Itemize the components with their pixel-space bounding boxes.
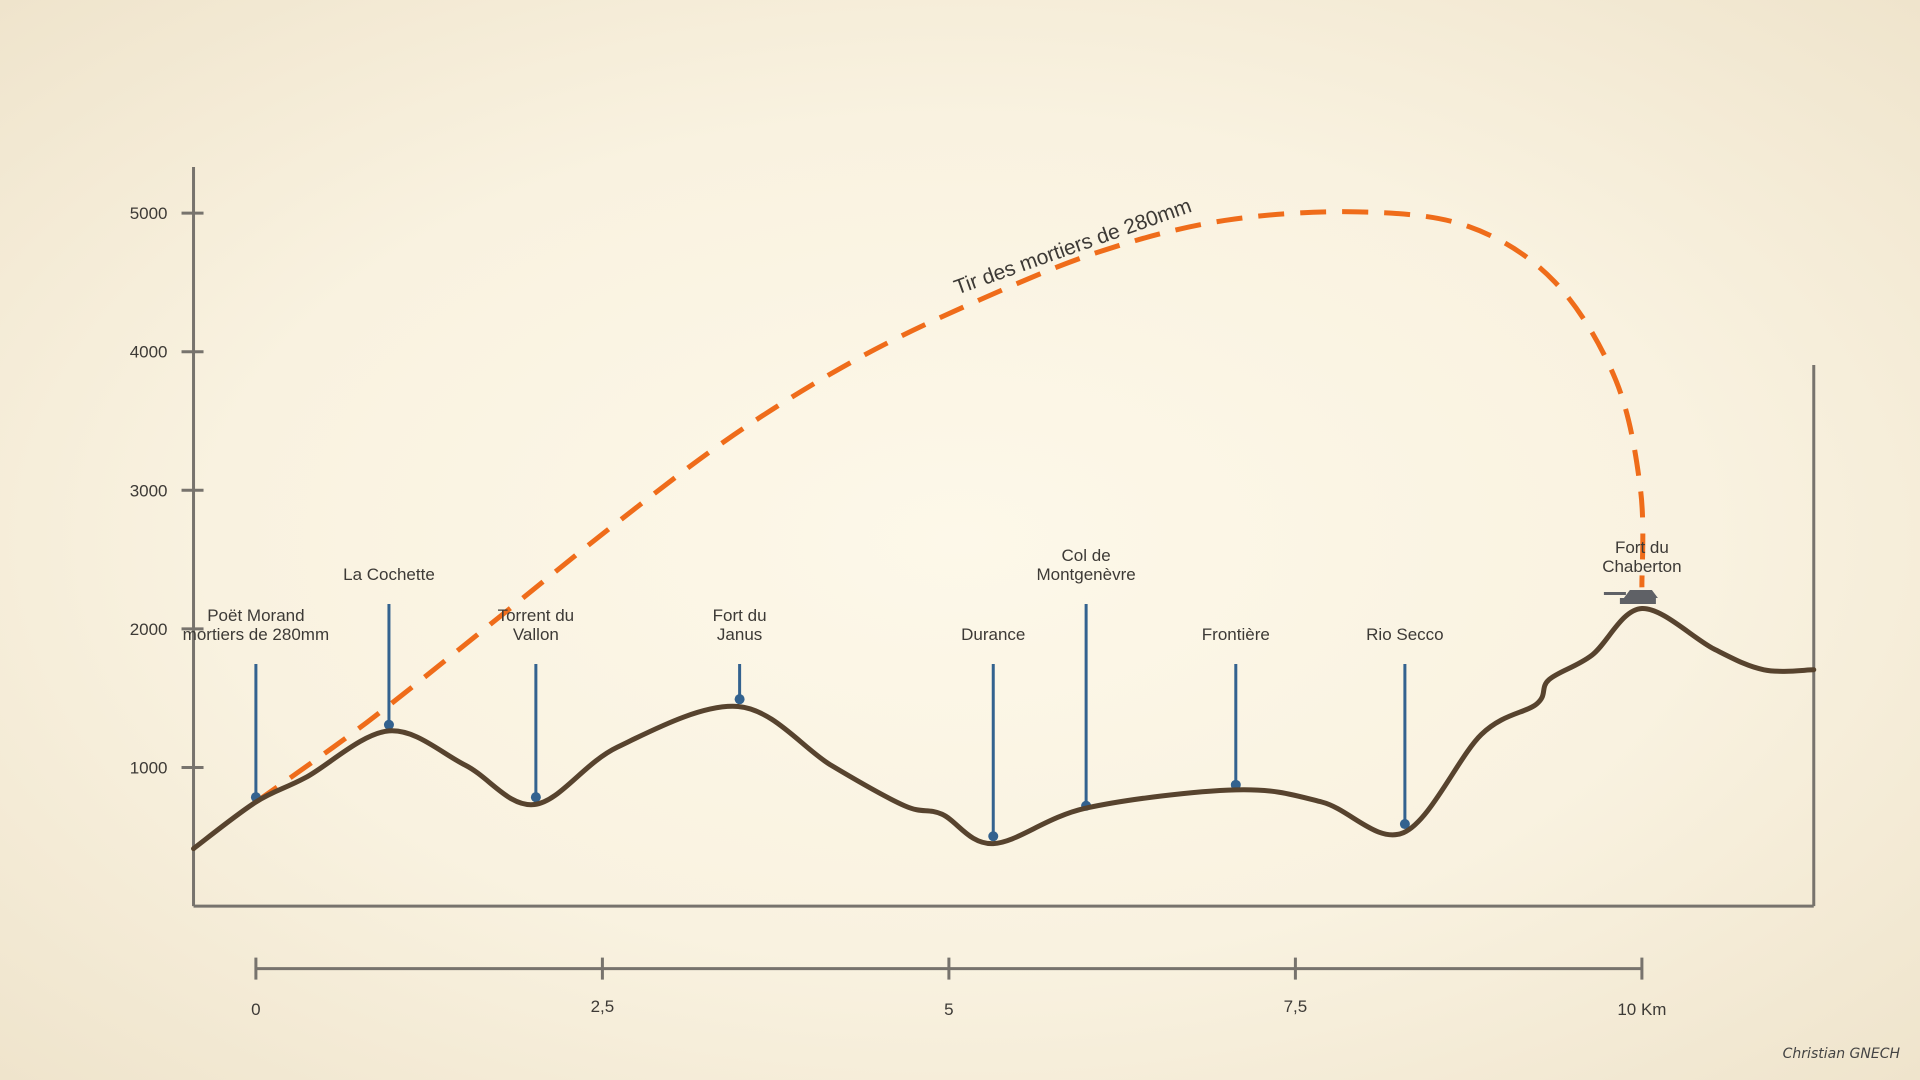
marker-dot <box>530 792 541 803</box>
cannon-barrel <box>1603 592 1626 595</box>
marker-dot <box>1399 819 1410 830</box>
cannon-base <box>1619 598 1656 604</box>
marker-label: Torrent du <box>498 606 575 625</box>
marker-dot <box>383 719 394 730</box>
y-tick-label: 4000 <box>130 343 168 362</box>
marker-label: Durance <box>961 625 1025 644</box>
terrain-profile-line <box>191 606 1817 852</box>
y-tick-label: 2000 <box>130 620 168 639</box>
x-tick-label: 5 <box>944 1000 953 1019</box>
target-label: Chaberton <box>1602 557 1681 576</box>
x-tick-label: 0 <box>251 1000 260 1019</box>
cannon-turret <box>1623 590 1658 598</box>
chart-title: Tir des mortiers de 280mm <box>951 194 1194 299</box>
marker-dot <box>988 831 999 842</box>
marker-label: Vallon <box>513 625 559 644</box>
marker-label: Fort du <box>713 606 767 625</box>
x-tick-label: 10 Km <box>1617 1000 1666 1019</box>
marker-label: La Cochette <box>343 565 435 584</box>
marker-label: Janus <box>717 625 762 644</box>
cannon-icon <box>1603 590 1658 604</box>
x-tick-label: 7,5 <box>1284 997 1308 1016</box>
trajectory-line <box>254 209 1646 805</box>
marker-label: Montgenèvre <box>1036 565 1135 584</box>
y-tick-label: 3000 <box>130 481 168 500</box>
x-tick-label: 2,5 <box>591 997 615 1016</box>
marker-label: Poët Morand <box>207 606 304 625</box>
y-tick-label: 5000 <box>130 204 168 223</box>
marker-label: Col de <box>1062 546 1111 565</box>
marker-label: Rio Secco <box>1366 625 1443 644</box>
target-label: Fort du <box>1615 538 1669 557</box>
y-tick-label: 1000 <box>130 759 168 778</box>
marker-dot <box>734 694 745 705</box>
marker-label: mortiers de 280mm <box>183 625 329 644</box>
marker-label: Frontière <box>1202 625 1270 644</box>
